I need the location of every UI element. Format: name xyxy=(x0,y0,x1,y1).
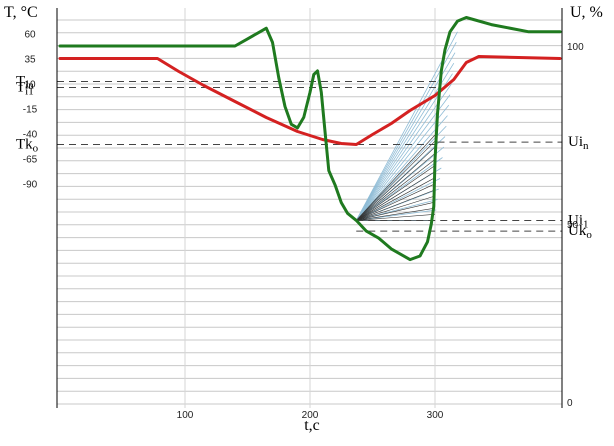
x-tick-label: 300 xyxy=(427,410,444,421)
x-tick-label: 100 xyxy=(177,410,194,421)
y-left-tick-label: -90 xyxy=(23,180,38,191)
grid xyxy=(57,8,562,408)
y-left-tick-label: -65 xyxy=(23,155,38,166)
annotation-label: Uin xyxy=(568,134,589,152)
y-right-tick-label: 0 xyxy=(567,398,573,409)
annotation-label: Uko xyxy=(568,223,592,241)
y-left-tick-label: 35 xyxy=(24,55,36,66)
x-axis-title: t,c xyxy=(304,417,320,434)
y-right-tick-label: 100 xyxy=(567,42,584,53)
y-left-tick-label: 60 xyxy=(24,30,36,41)
left-axis-title: T, °C xyxy=(4,4,38,21)
right-axis-title: U, % xyxy=(570,4,603,21)
y-left-tick-label: -15 xyxy=(23,105,38,116)
